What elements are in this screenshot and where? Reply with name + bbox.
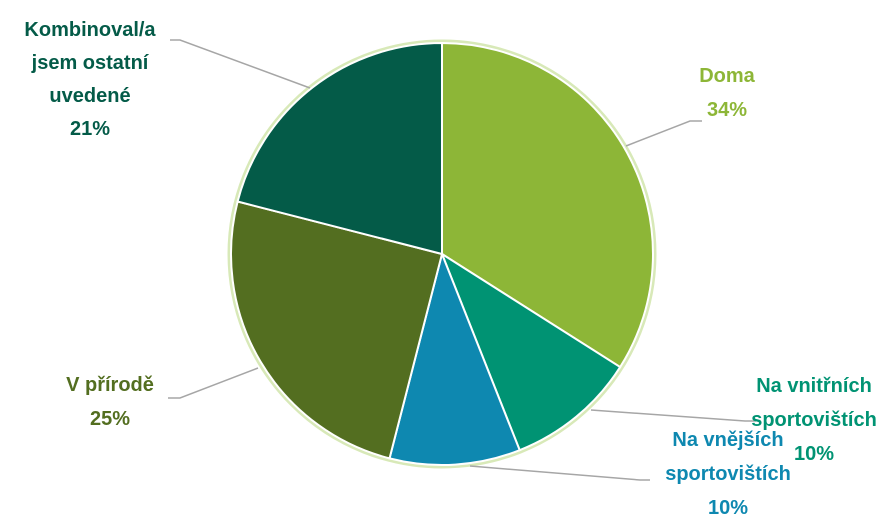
pie-slice-1: [441, 41, 654, 369]
data-label-category-2: sportovištích: [751, 409, 877, 431]
pie-outer-ring: [227, 39, 657, 469]
data-label-category-3: Na vnějších: [672, 429, 783, 451]
data-label-category-4: V přírodě: [66, 374, 154, 396]
leader-line-5: [170, 39, 311, 89]
data-label-category-5: jsem ostatní: [31, 52, 150, 74]
data-label-value-1: 34%: [707, 99, 747, 121]
leader-line-1: [625, 120, 702, 147]
leader-line-3: [469, 465, 650, 481]
data-label-category-2: Na vnitřních: [756, 375, 872, 397]
data-label-value-4: 25%: [90, 408, 130, 430]
leader-line-4: [168, 367, 259, 399]
pie-slice-3: [388, 250, 521, 466]
data-label-category-5: uvedené: [49, 85, 130, 107]
data-label-category-3: sportovištích: [665, 463, 791, 485]
data-label-category-5: Kombinoval/a: [24, 19, 156, 41]
data-label-value-5: 21%: [70, 118, 110, 140]
data-label-category-1: Doma: [699, 65, 755, 87]
pie-slice-2: [439, 251, 622, 452]
data-label-value-2: 10%: [794, 443, 834, 465]
pie-slice-5: [236, 41, 443, 256]
leader-line-2: [590, 409, 756, 422]
pie-slice-4: [230, 200, 444, 460]
data-label-value-3: 10%: [708, 497, 748, 515]
